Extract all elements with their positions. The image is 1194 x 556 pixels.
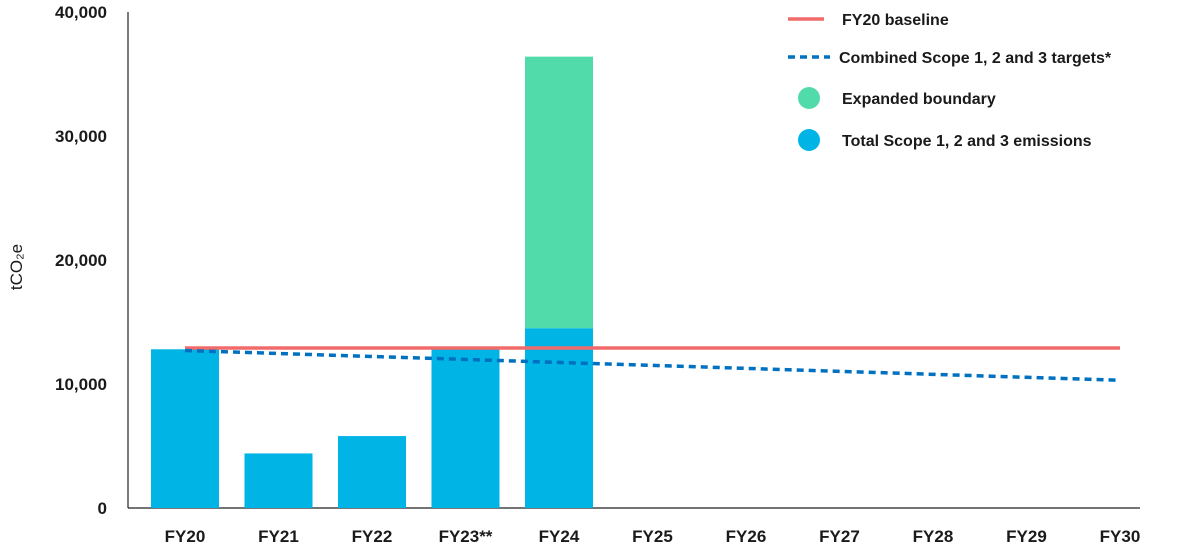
x-tick-label: FY26 (726, 527, 767, 546)
legend-baseline-label: FY20 baseline (842, 12, 949, 29)
y-tick-label: 20,000 (55, 251, 107, 270)
legend-targets-label: Combined Scope 1, 2 and 3 targets* (839, 50, 1112, 67)
x-tick-label: FY22 (352, 527, 393, 546)
targets-line (184, 348, 1121, 383)
x-tick-label: FY27 (819, 527, 860, 546)
x-tick-label: FY28 (913, 527, 954, 546)
legend-expanded-label: Expanded boundary (842, 91, 996, 108)
x-tick-label: FY23** (439, 527, 493, 546)
x-tick-label: FY21 (258, 527, 299, 546)
legend-total-swatch (798, 129, 820, 151)
y-axis-title: tCO₂e (7, 244, 26, 290)
x-tick-label: FY30 (1100, 527, 1141, 546)
legend-total-label: Total Scope 1, 2 and 3 emissions (842, 133, 1092, 150)
bar-total-emissions (525, 328, 593, 508)
x-tick-label: FY25 (632, 527, 673, 546)
bars (151, 56, 593, 508)
lines (184, 346, 1121, 383)
x-tick-label: FY29 (1006, 527, 1047, 546)
bar-total-emissions (338, 436, 406, 508)
bar-total-emissions (431, 349, 500, 508)
bar-total-emissions (244, 453, 313, 508)
y-tick-label: 40,000 (55, 3, 107, 22)
y-tick-labels: 0 10,000 20,000 30,000 40,000 (55, 3, 107, 518)
y-tick-label: 30,000 (55, 127, 107, 146)
y-tick-label: 10,000 (55, 375, 107, 394)
legend-expanded-swatch (798, 87, 820, 109)
y-tick-label: 0 (98, 499, 107, 518)
legend: FY20 baseline Combined Scope 1, 2 and 3 … (788, 12, 1112, 151)
bar-total-emissions (151, 349, 219, 508)
x-tick-labels: FY20 FY21 FY22 FY23** FY24 FY25 FY26 FY27 FY28 FY… (165, 527, 1141, 546)
x-tick-label: FY24 (539, 527, 580, 546)
bar-expanded-boundary (525, 56, 593, 329)
x-tick-label: FY20 (165, 527, 206, 546)
